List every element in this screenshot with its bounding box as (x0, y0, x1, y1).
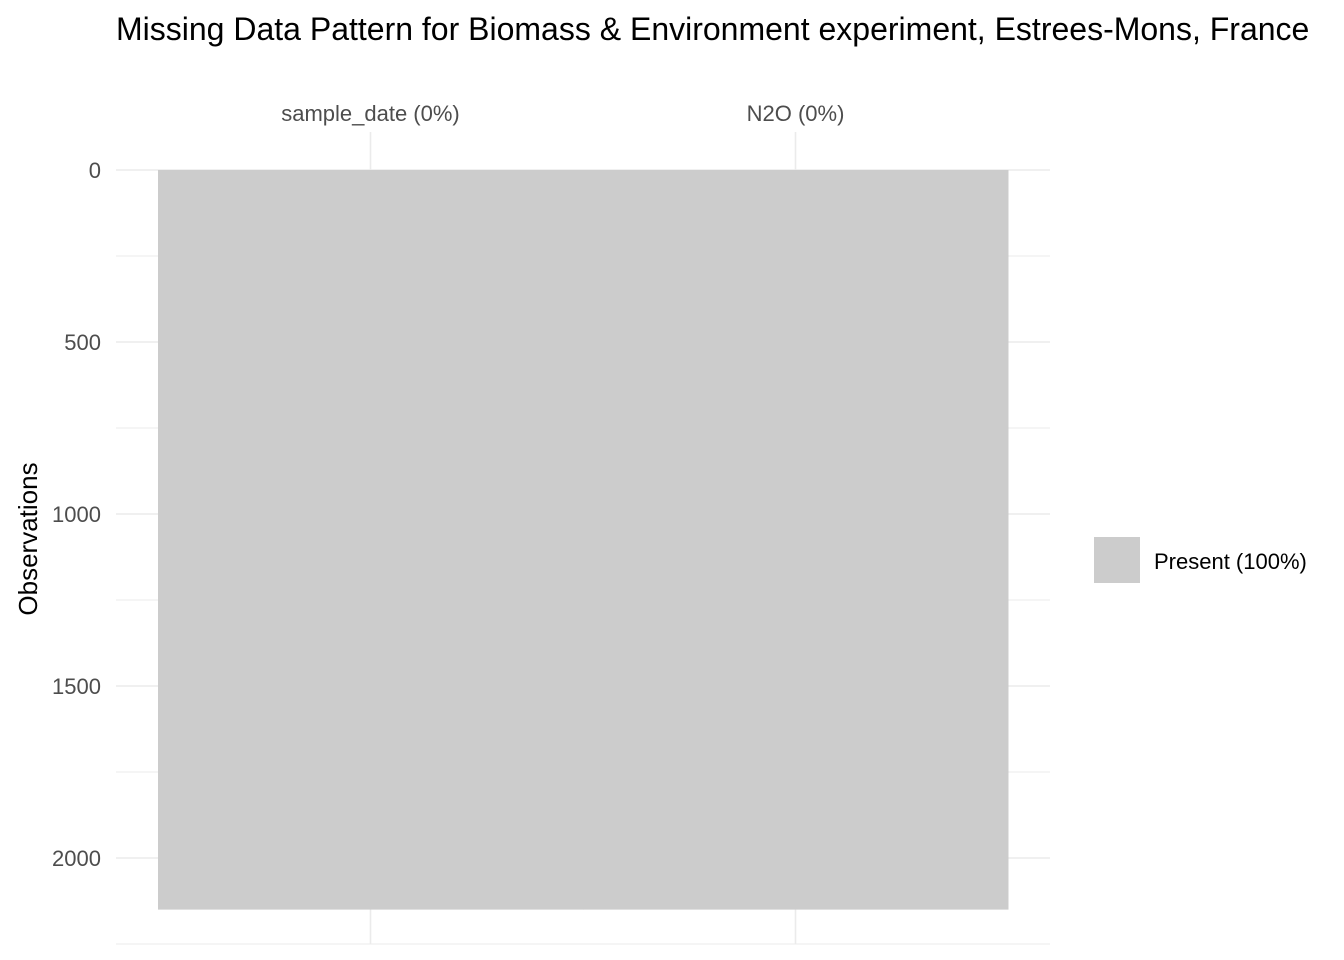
y-tick-label: 1000 (52, 502, 101, 527)
y-axis-title: Observations (13, 462, 43, 615)
x-tick-label: N2O (0%) (747, 101, 845, 126)
y-tick-label: 500 (64, 330, 101, 355)
tile-present-n2o (583, 170, 1009, 910)
legend-key-present (1094, 537, 1140, 583)
y-tick-label: 1500 (52, 674, 101, 699)
tile-present-sample-date (158, 170, 584, 910)
x-axis-top: sample_date (0%) N2O (0%) (281, 101, 844, 126)
y-axis: 0 500 1000 1500 2000 (52, 158, 101, 871)
y-tick-label: 0 (89, 158, 101, 183)
chart-title: Missing Data Pattern for Biomass & Envir… (116, 11, 1309, 47)
legend-label: Present (100%) (1154, 549, 1307, 574)
legend: Present (100%) (1094, 537, 1307, 583)
tile-layer (158, 170, 1009, 910)
x-tick-label: sample_date (0%) (281, 101, 460, 126)
y-tick-label: 2000 (52, 846, 101, 871)
